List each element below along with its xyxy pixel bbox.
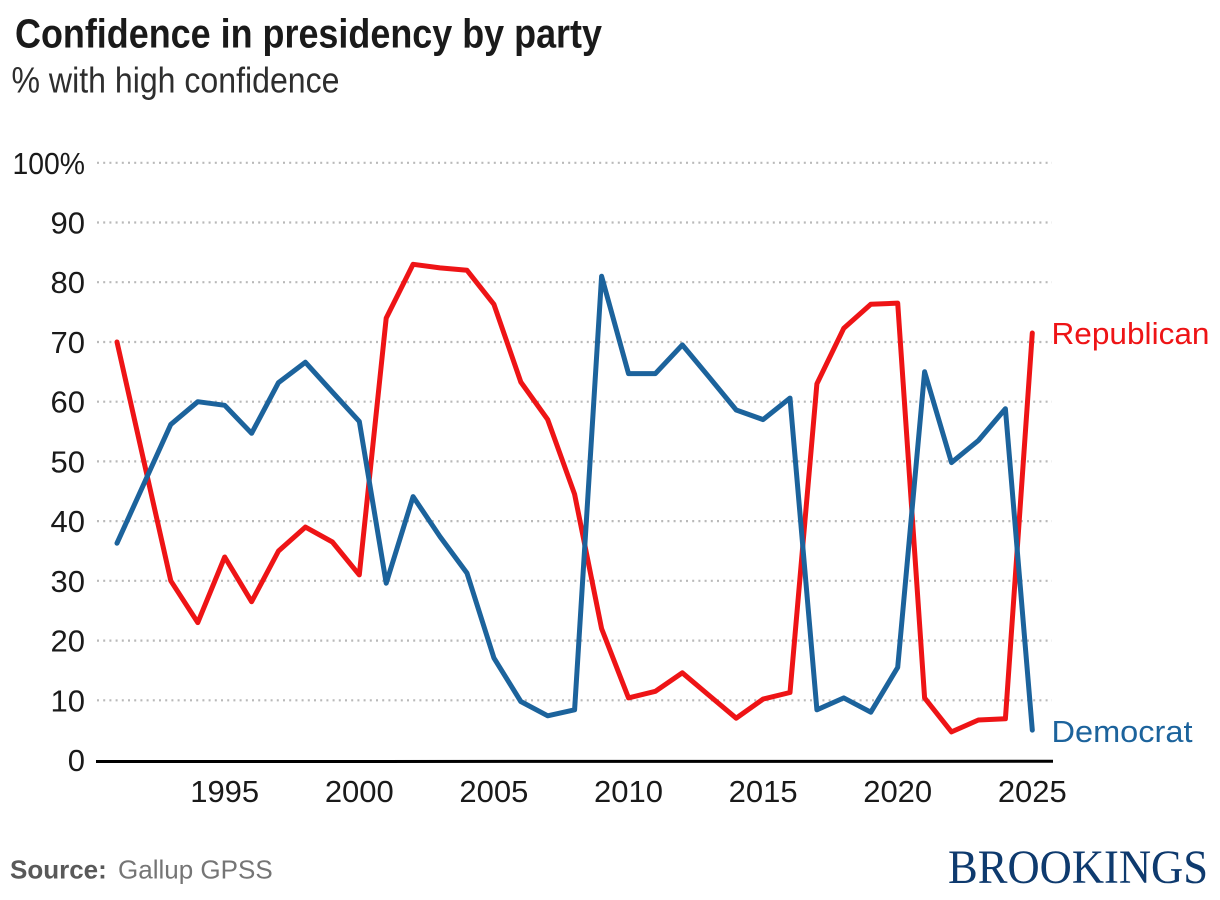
svg-text:2020: 2020 (863, 774, 932, 809)
svg-text:100%: 100% (13, 146, 86, 181)
svg-text:2025: 2025 (998, 774, 1067, 809)
svg-text:20: 20 (51, 624, 85, 659)
svg-text:10: 10 (51, 683, 85, 718)
svg-text:% with high confidence: % with high confidence (12, 60, 340, 101)
svg-text:40: 40 (51, 504, 85, 539)
svg-text:2015: 2015 (729, 774, 798, 809)
svg-text:2005: 2005 (459, 774, 528, 809)
svg-text:2010: 2010 (594, 774, 663, 809)
svg-text:30: 30 (51, 564, 85, 599)
svg-text:2000: 2000 (325, 774, 394, 809)
svg-text:50: 50 (51, 444, 85, 479)
svg-text:0: 0 (68, 743, 85, 778)
svg-text:BROOKINGS: BROOKINGS (948, 841, 1208, 894)
svg-text:90: 90 (51, 206, 85, 241)
svg-text:80: 80 (51, 265, 85, 300)
svg-text:Source: Gallup GPSS: Source: Gallup GPSS (10, 855, 273, 885)
svg-text:Republican: Republican (1052, 316, 1210, 351)
svg-text:60: 60 (51, 385, 85, 420)
svg-text:1995: 1995 (190, 774, 259, 809)
svg-text:Confidence in presidency by pa: Confidence in presidency by party (15, 11, 602, 57)
svg-text:Democrat: Democrat (1052, 714, 1193, 749)
svg-text:70: 70 (51, 325, 85, 360)
